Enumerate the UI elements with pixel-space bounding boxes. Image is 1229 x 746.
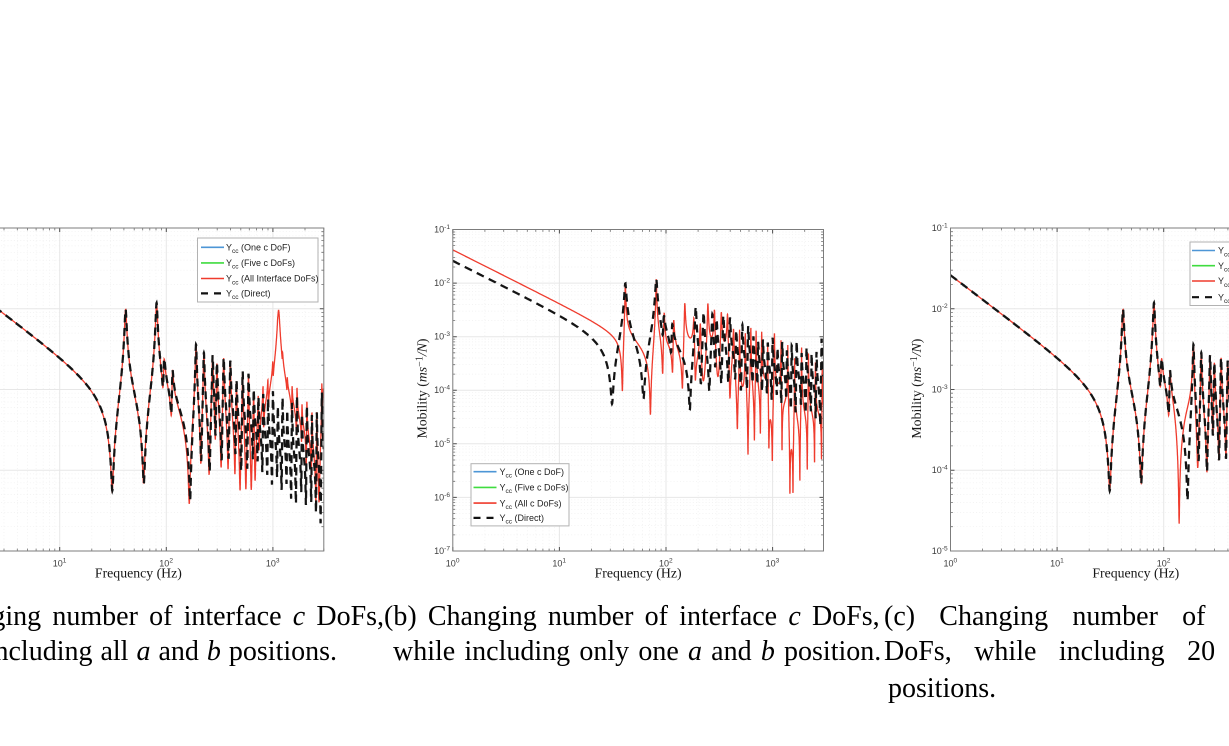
svg-text:10-5: 10-5 <box>932 545 948 556</box>
svg-text:103: 103 <box>266 558 280 569</box>
svg-text:Ycc (One c DoF): Ycc (One c DoF) <box>226 243 291 256</box>
svg-text:Ycc (All c DoFs): Ycc (All c DoFs) <box>1218 276 1229 289</box>
svg-text:10-3: 10-3 <box>434 331 450 342</box>
svg-text:Ycc (All Interface DoFs): Ycc (All Interface DoFs) <box>226 274 319 287</box>
svg-text:Frequency (Hz): Frequency (Hz) <box>1092 566 1179 582</box>
svg-text:100: 100 <box>446 558 460 569</box>
svg-text:Ycc (All c DoFs): Ycc (All c DoFs) <box>500 498 562 511</box>
svg-text:Ycc (One c DoF): Ycc (One c DoF) <box>1218 246 1229 259</box>
svg-text:Ycc (Direct): Ycc (Direct) <box>1218 292 1229 305</box>
svg-text:10-2: 10-2 <box>932 303 948 314</box>
svg-text:101: 101 <box>552 558 566 569</box>
svg-text:10-6: 10-6 <box>434 492 450 503</box>
svg-text:10-3: 10-3 <box>932 384 948 395</box>
svg-text:Frequency (Hz): Frequency (Hz) <box>595 566 682 582</box>
svg-text:100: 100 <box>944 558 958 569</box>
svg-text:102: 102 <box>159 558 173 569</box>
svg-text:Ycc (Five c DoFs): Ycc (Five c DoFs) <box>1218 261 1229 274</box>
svg-text:10-2: 10-2 <box>434 278 450 289</box>
svg-text:102: 102 <box>659 558 673 569</box>
svg-text:Ycc (Five c DoFs): Ycc (Five c DoFs) <box>500 483 569 496</box>
svg-text:101: 101 <box>53 558 67 569</box>
svg-text:10-1: 10-1 <box>932 222 948 233</box>
svg-text:Mobility (ms−1/N): Mobility (ms−1/N) <box>909 339 925 439</box>
svg-text:10-7: 10-7 <box>434 545 450 556</box>
svg-text:103: 103 <box>766 558 780 569</box>
svg-text:10-1: 10-1 <box>434 224 450 235</box>
svg-text:10-5: 10-5 <box>434 438 450 449</box>
svg-text:10-4: 10-4 <box>434 385 450 396</box>
svg-text:101: 101 <box>1050 558 1064 569</box>
svg-text:Ycc (One c DoF): Ycc (One c DoF) <box>500 467 565 480</box>
svg-text:Mobility (ms−1/N): Mobility (ms−1/N) <box>415 339 431 439</box>
svg-text:102: 102 <box>1157 558 1171 569</box>
svg-text:10-4: 10-4 <box>932 465 948 476</box>
svg-text:Ycc (Five c DoFs): Ycc (Five c DoFs) <box>226 258 295 271</box>
svg-text:Frequency (Hz): Frequency (Hz) <box>95 566 182 582</box>
